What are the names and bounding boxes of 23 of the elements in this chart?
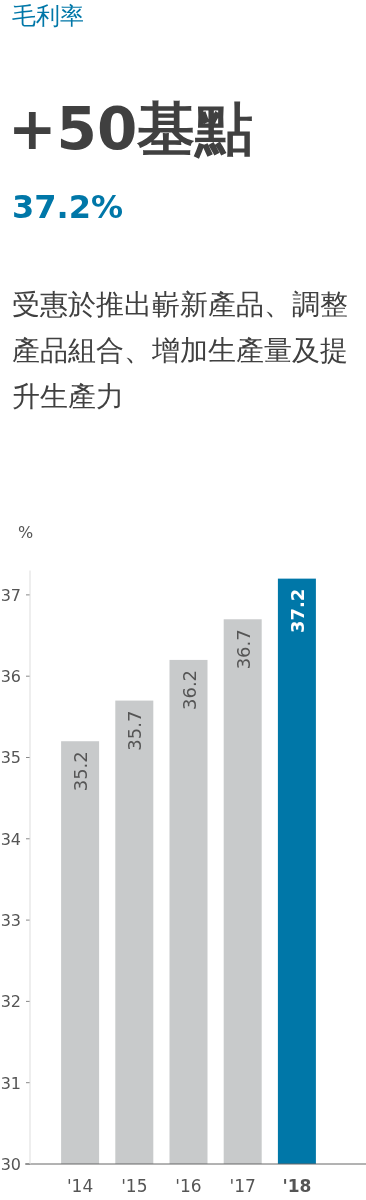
- y-tick-label: 36: [0, 667, 21, 687]
- text: 受惠於推出嶄新產品、調整產品組合、增加生產量及提升生產力: [12, 287, 349, 415]
- x-tick-label: '16: [175, 1176, 202, 1196]
- y-tick-label: 35: [0, 748, 21, 768]
- y-tick-label: 30: [0, 1155, 21, 1174]
- chart-subtitle: +50基點: [8, 94, 254, 165]
- x-tick-label: '14: [66, 1176, 94, 1196]
- y-axis-title: %: [18, 523, 34, 542]
- data-label: 37.2: [286, 588, 308, 634]
- data-label: 35.2: [70, 751, 92, 792]
- y-tick-label: 33: [0, 911, 21, 931]
- x-tick-label: '17: [229, 1176, 256, 1196]
- data-label: 36.7: [232, 629, 254, 670]
- data-label: 36.2: [178, 669, 200, 711]
- y-tick-label: 37: [0, 585, 21, 605]
- y-tick-label: 32: [0, 992, 21, 1012]
- y-tick-label: 34: [0, 829, 21, 849]
- chart-title: 毛利率: [12, 1, 84, 32]
- x-tick-label: '15: [121, 1176, 148, 1196]
- text: 37.2%: [12, 188, 124, 226]
- x-tick-label: '18: [282, 1176, 312, 1196]
- data-label: 35.7: [124, 710, 146, 751]
- y-tick-label: 31: [0, 1073, 21, 1093]
